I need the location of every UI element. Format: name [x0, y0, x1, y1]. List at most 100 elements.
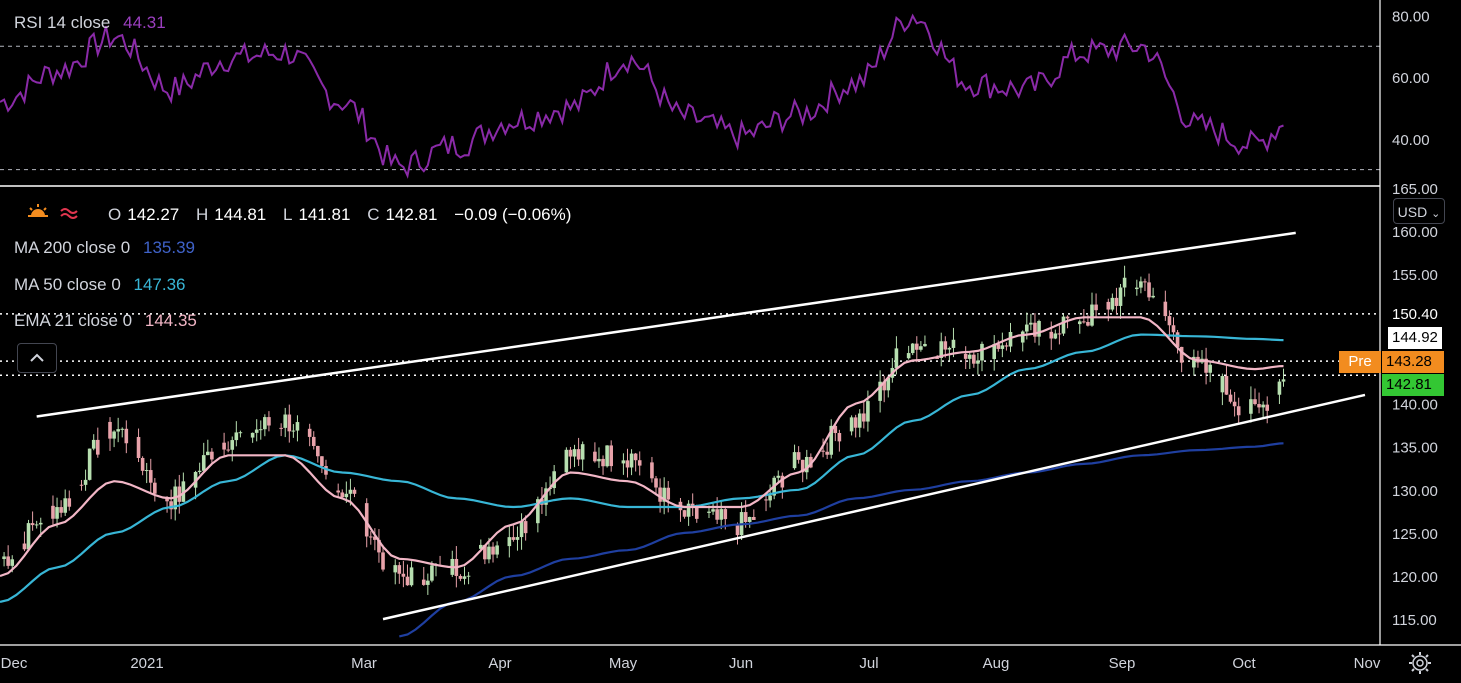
- candle-body: [1090, 304, 1094, 326]
- candle-body: [601, 458, 605, 467]
- candle-body: [963, 353, 968, 359]
- candle-body: [1192, 356, 1196, 368]
- candle-body: [923, 343, 927, 347]
- candle-body: [1106, 301, 1111, 310]
- sun-icon[interactable]: [27, 202, 49, 224]
- rsi-legend-value: 44.31: [123, 13, 166, 32]
- candle-body: [55, 507, 59, 519]
- currency-button[interactable]: USD ⌄: [1393, 198, 1445, 224]
- candle-body: [1265, 404, 1270, 411]
- candle-body: [165, 498, 169, 502]
- candle-body: [479, 544, 483, 549]
- candle-body: [866, 401, 870, 422]
- candle-body: [1208, 364, 1212, 373]
- candle-body: [1110, 297, 1115, 310]
- candle-body: [837, 433, 842, 442]
- candle-body: [658, 487, 662, 502]
- candle-body: [238, 432, 243, 434]
- level-144-value: 144.92: [1392, 329, 1438, 346]
- candle-body: [108, 421, 112, 439]
- gear-icon[interactable]: [1408, 651, 1432, 675]
- ema21-label: EMA 21 close 0: [14, 311, 133, 330]
- candle-body: [878, 381, 882, 401]
- pre-value: 143.28: [1386, 353, 1432, 370]
- time-axis[interactable]: Dec 2021 Mar Apr May Jun Jul Aug Sep Oct Nov: [1, 655, 1381, 672]
- candle-body: [287, 414, 292, 432]
- candle-body: [1163, 301, 1168, 317]
- price-tick-label: 165.00: [1392, 181, 1438, 198]
- rsi-line: [0, 13, 1284, 179]
- rsi-legend-label: RSI 14 close: [14, 13, 111, 32]
- candle-body: [752, 516, 756, 520]
- open-value: 142.27: [127, 205, 180, 224]
- currency-label: USD: [1397, 204, 1428, 220]
- candle-body: [63, 498, 67, 513]
- candle-body: [792, 452, 797, 469]
- candle-body: [825, 451, 829, 455]
- candle-body: [523, 521, 528, 534]
- collapse-legend-button[interactable]: [17, 343, 57, 373]
- candle-body: [230, 440, 235, 450]
- candle-body: [26, 523, 31, 550]
- candle-body: [67, 498, 72, 507]
- candle-body: [421, 579, 426, 585]
- candle-body: [136, 436, 141, 458]
- candle-body: [250, 432, 255, 438]
- candle-body: [10, 559, 15, 566]
- candle-body: [6, 556, 10, 566]
- candle-body: [1049, 331, 1054, 339]
- candle-body: [1171, 325, 1176, 333]
- candle-body: [743, 512, 748, 522]
- candle-body: [862, 413, 866, 422]
- candle-body: [996, 344, 1001, 349]
- waves-icon[interactable]: [58, 202, 80, 224]
- candle-body: [320, 456, 324, 467]
- pre-value-tag: 143.28: [1382, 351, 1444, 373]
- candle-body: [373, 536, 377, 540]
- ma200-value: 135.39: [142, 238, 195, 257]
- time-tick-label: Jun: [729, 655, 753, 672]
- ma200-line: [399, 442, 1284, 638]
- candle-body: [776, 475, 781, 478]
- ma50-line: [0, 333, 1284, 603]
- candle-body: [495, 545, 499, 555]
- price-tick-label: 135.00: [1392, 440, 1438, 457]
- candle-body: [637, 460, 642, 466]
- candle-body: [633, 453, 638, 461]
- candle-body: [654, 478, 658, 488]
- time-tick-label: Dec: [1, 655, 28, 672]
- price-axis[interactable]: 80.00 60.00 40.00 165.00 160.00 155.00 140.00 1…: [1392, 8, 1438, 629]
- candle-body: [723, 509, 728, 520]
- candle-body: [821, 450, 825, 452]
- candle-body: [169, 501, 173, 510]
- candle-body: [552, 471, 556, 489]
- high-key: H: [195, 205, 209, 224]
- candle-body: [1277, 381, 1282, 395]
- level-144-tag: 144.92: [1388, 327, 1442, 349]
- time-tick-label: 2021: [130, 655, 163, 672]
- pre-label: Pre: [1348, 353, 1372, 370]
- price-pane: [0, 231, 1380, 638]
- ema21-legend: EMA 21 close 0 144.35: [14, 311, 197, 331]
- candle-body: [426, 580, 430, 585]
- candle-body: [1094, 304, 1098, 311]
- candle-body: [487, 546, 491, 560]
- candle-body: [1257, 404, 1261, 408]
- time-tick-label: Aug: [983, 655, 1010, 672]
- candle-body: [605, 445, 609, 467]
- candle-body: [857, 413, 862, 428]
- candle-body: [291, 430, 296, 432]
- candle-body: [662, 487, 666, 502]
- candle-body: [38, 522, 43, 525]
- candle-body: [1167, 316, 1172, 326]
- ma50-legend: MA 50 close 0 147.36: [14, 275, 186, 295]
- candle-body: [201, 455, 206, 471]
- high-value: 144.81: [214, 205, 267, 224]
- close-key: C: [367, 205, 380, 224]
- time-tick-label: Apr: [488, 655, 511, 672]
- candle-body: [59, 507, 63, 513]
- candle-body: [580, 444, 585, 460]
- ma50-value: 147.36: [133, 275, 186, 294]
- candle-body: [1228, 394, 1233, 402]
